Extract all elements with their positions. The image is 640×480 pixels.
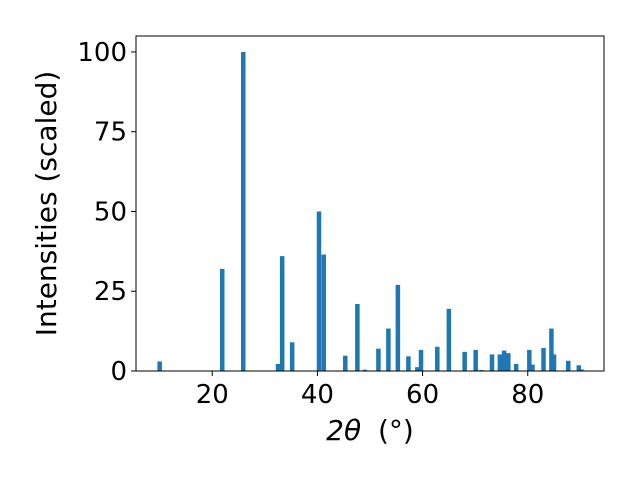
bar-14 — [406, 356, 411, 371]
bar-29 — [541, 348, 546, 371]
bar-13 — [395, 284, 401, 371]
bar-16 — [418, 349, 424, 371]
bar-18 — [446, 308, 452, 371]
y-tick-label: 75 — [94, 118, 127, 148]
plot-frame — [135, 35, 605, 372]
bar-3 — [275, 363, 281, 371]
x-tick-label: 80 — [511, 380, 544, 410]
x-tick-label: 40 — [301, 380, 334, 410]
bar-20 — [473, 349, 478, 371]
y-tick-label: 0 — [110, 357, 127, 387]
bar-0 — [157, 361, 162, 371]
x-tick-label: 60 — [406, 380, 439, 410]
bar-11 — [376, 348, 381, 371]
y-tick-label: 50 — [94, 197, 127, 227]
y-tick-label: 25 — [94, 277, 127, 307]
bar-24 — [501, 350, 507, 371]
bar-30 — [549, 328, 554, 371]
bar-28 — [530, 364, 535, 371]
bar-31 — [551, 354, 557, 371]
ticks-layer: 20 40 60 80 0 25 50 75 100 — [77, 38, 544, 410]
bar-23 — [497, 354, 503, 371]
bar-12 — [386, 328, 391, 371]
bar-15 — [415, 367, 420, 371]
bar-2 — [241, 51, 246, 371]
bar-33 — [576, 365, 582, 371]
bar-5 — [289, 342, 295, 371]
bars-layer — [157, 51, 584, 371]
bar-9 — [355, 304, 360, 371]
bar-10 — [362, 369, 367, 371]
bar-22 — [489, 354, 495, 371]
y-axis-label: Intensities (scaled) — [30, 71, 63, 337]
bar-7 — [321, 254, 326, 371]
y-tick-label: 100 — [77, 38, 127, 68]
bar-32 — [565, 360, 571, 371]
x-axis-label-theta: 2θ — [326, 414, 361, 447]
bar-34 — [579, 369, 584, 371]
x-tick-label: 20 — [196, 380, 229, 410]
x-axis-label: 2θ (°) — [326, 414, 414, 447]
bar-1 — [219, 268, 225, 371]
bar-8 — [343, 355, 348, 371]
bar-19 — [462, 351, 467, 371]
bar-25 — [506, 353, 511, 371]
bar-17 — [435, 346, 440, 371]
bar-27 — [527, 349, 532, 371]
bar-4 — [279, 256, 285, 371]
bar-6 — [316, 211, 322, 371]
bar-26 — [513, 363, 519, 371]
x-axis-label-unit: (°) — [378, 414, 414, 447]
